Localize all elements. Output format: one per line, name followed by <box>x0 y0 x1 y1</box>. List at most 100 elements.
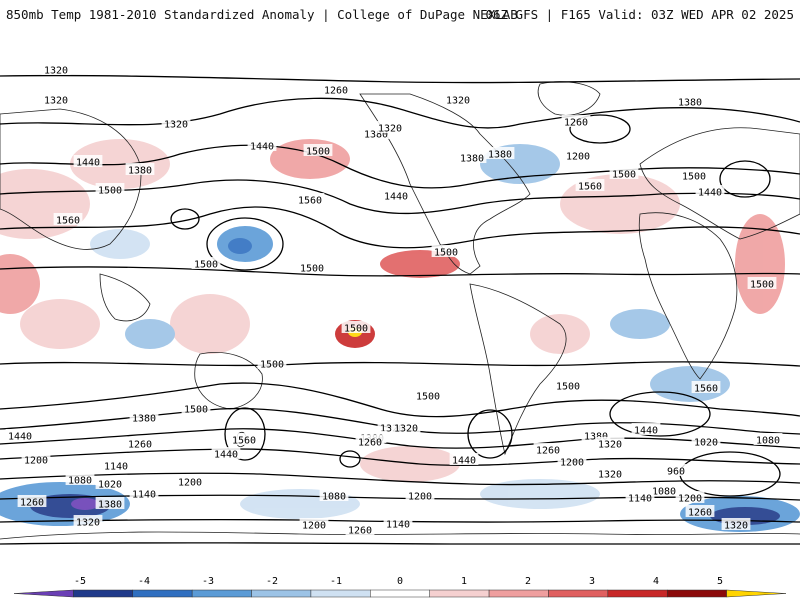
contour-label: 1440 <box>76 158 100 169</box>
colorbar-tick-label: -5 <box>74 576 86 587</box>
contour-label-bg <box>53 213 83 225</box>
contour-label-bg <box>65 473 95 485</box>
contour-label: 1440 <box>250 142 274 153</box>
coastline-antarctica <box>0 531 800 540</box>
contour-label: 1320 <box>44 96 68 107</box>
contour-label-bg <box>321 83 351 95</box>
contour-label: 1260 <box>20 498 44 509</box>
contour-label: 1500 <box>416 392 440 403</box>
contour-label: 1260 <box>688 508 712 519</box>
contour-label-bg <box>443 93 473 105</box>
contour-label-bg <box>383 517 413 529</box>
contour-label: 1500 <box>344 324 368 335</box>
contour-label-bg <box>247 139 277 151</box>
contour-loop <box>224 407 266 461</box>
contour-label: 1500 <box>612 170 636 181</box>
contour-label-bg <box>649 484 679 496</box>
contour-label-bg <box>457 151 487 163</box>
contour-label-bg <box>563 149 593 161</box>
colorbar-tick-label: -2 <box>266 576 278 587</box>
contour-loop <box>206 217 284 271</box>
contour-loop <box>467 409 513 459</box>
contour-label-bg <box>575 179 605 191</box>
anomaly-cold-region <box>71 498 99 510</box>
contour-label-bg <box>721 518 751 530</box>
contour-label-bg <box>691 381 721 393</box>
contour-label: 1260 <box>358 438 382 449</box>
contour-label: 1380 <box>364 130 388 141</box>
contour-label-bg <box>691 435 721 447</box>
contour-label: 1500 <box>260 360 284 371</box>
contour-label-bg <box>95 497 125 509</box>
colorbar-tick-label: 1 <box>461 576 467 587</box>
contour-label: 1260 <box>348 526 372 537</box>
colorbar-swatch <box>191 589 252 598</box>
contour-label: 1140 <box>386 520 410 531</box>
contour-label-bg <box>675 491 705 503</box>
contour-label: 1260 <box>324 86 348 97</box>
colorbar-tick-label: 2 <box>525 576 531 587</box>
contour-label: 1440 <box>384 192 408 203</box>
contour-label: 1500 <box>98 186 122 197</box>
contour-label-bg <box>41 63 71 75</box>
anomaly-warm-region <box>170 294 250 354</box>
contour-label: 1380 <box>488 150 512 161</box>
colorbar-swatch <box>13 589 74 598</box>
contour-label: 1440 <box>214 450 238 461</box>
contour-label-bg <box>257 357 287 369</box>
contour-label: 1320 <box>378 124 402 135</box>
contour-label-bg <box>449 453 479 465</box>
colorbar-swatch <box>370 589 430 598</box>
contour-label: 1560 <box>298 196 322 207</box>
anomaly-cold-region <box>90 229 150 259</box>
weather-map: 1320 1320 1260 1320 1380 1260 1320 1380 1440 1500… <box>0 34 800 560</box>
contour-line <box>0 74 800 84</box>
coastlines <box>0 81 800 540</box>
contour-label: 1500 <box>306 147 330 158</box>
contour-label-bg <box>129 487 159 499</box>
colorbar-swatch <box>429 589 490 598</box>
contour-line <box>0 472 800 486</box>
colorbar: -5 -4 -3 -2 -1 0 1 2 3 4 5 <box>0 562 800 600</box>
contour-label: 1320 <box>724 521 748 532</box>
contour-label: 1320 <box>598 470 622 481</box>
contour-label-bg <box>161 117 191 129</box>
colorbar-tick-label: -4 <box>138 576 150 587</box>
coastline-asia-west <box>0 108 142 250</box>
contour-label-bg <box>299 518 329 530</box>
colorbar-tick-label: 0 <box>397 576 403 587</box>
contour-label: 1500 <box>184 405 208 416</box>
contour-label-bg <box>664 464 688 476</box>
contour-label: 1260 <box>564 118 588 129</box>
contour-label: 1320 <box>394 424 418 435</box>
anomaly-warm-region <box>530 314 590 354</box>
header: 850mb Temp 1981-2010 Standardized Anomal… <box>0 0 800 34</box>
contour-label-bg <box>17 495 47 507</box>
colorbar-swatch <box>548 589 609 598</box>
contour-label: 1260 <box>536 446 560 457</box>
coastline-europe-asia <box>639 127 800 240</box>
colorbar-tick-label: 5 <box>717 576 723 587</box>
contour-label-bg <box>375 121 405 133</box>
contour-label-bg <box>685 505 715 517</box>
contour-loop <box>569 114 631 144</box>
contour-label-bg <box>229 433 259 445</box>
contour-label: 1200 <box>178 478 202 489</box>
contour-label-bg <box>95 477 125 489</box>
colorbar-tick-label: 4 <box>653 576 659 587</box>
contour-label-bg <box>345 523 375 535</box>
colorbar-tick-label: -3 <box>202 576 214 587</box>
contour-label-bg <box>381 189 411 201</box>
contour-label-bg <box>125 163 155 175</box>
anomaly-cold-region <box>228 238 252 254</box>
contour-label: 1440 <box>634 426 658 437</box>
contour-label: 1500 <box>682 172 706 183</box>
contour-label: 1320 <box>44 66 68 77</box>
contour-label: 1200 <box>408 492 432 503</box>
contour-label: 1380 <box>460 154 484 165</box>
contour-label: 1140 <box>132 490 156 501</box>
contour-label: 1500 <box>434 248 458 259</box>
contour-label-bg <box>753 433 783 445</box>
contour-label: 1380 <box>98 500 122 511</box>
contour-label: 1200 <box>24 456 48 467</box>
